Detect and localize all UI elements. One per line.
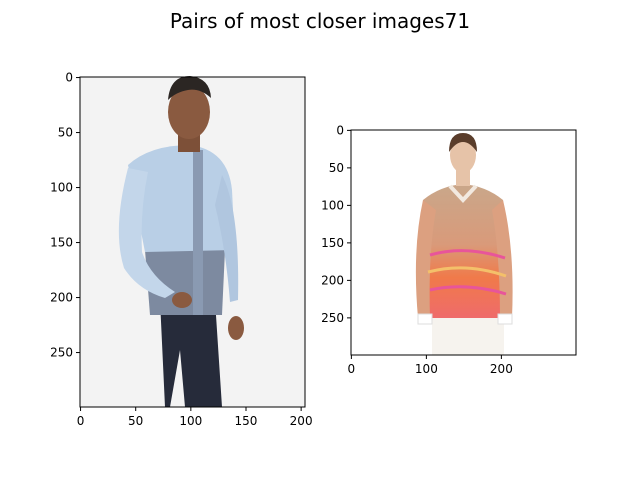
x-tick-label: 50: [128, 414, 143, 428]
x-tick-label: 0: [77, 414, 85, 428]
y-tick-label: 0: [65, 71, 73, 85]
x-tick-label: 200: [490, 362, 513, 376]
y-tick-label: 50: [329, 161, 344, 175]
y-tick-label: 250: [50, 346, 73, 360]
x-tick-label: 100: [179, 414, 202, 428]
y-tick-label: 150: [50, 236, 73, 250]
image-panel-2: 0 100 200 0 50 100 150 200 250: [321, 123, 577, 376]
y-tick-label: 150: [321, 236, 344, 250]
y-tick-label: 100: [321, 198, 344, 212]
y-tick-label: 200: [50, 291, 73, 305]
image-panel-1: 0 50 100 150 200 0 50 100 150 200 250: [50, 71, 312, 428]
y-tick-label: 200: [321, 273, 344, 287]
x-tick-label: 150: [235, 414, 258, 428]
x-tick-label: 200: [290, 414, 313, 428]
figure-title: Pairs of most closer images71: [170, 9, 470, 33]
y-tick-label: 250: [321, 311, 344, 325]
axes-1-ticks: 0 50 100 150 200 0 50 100 150 200 250: [50, 71, 312, 428]
y-tick-label: 100: [50, 181, 73, 195]
y-tick-label: 0: [336, 123, 344, 137]
axes-2-ticks: 0 100 200 0 50 100 150 200 250: [321, 123, 513, 376]
image-2-content: [415, 133, 513, 355]
y-tick-label: 50: [58, 126, 73, 140]
image-1-frame: [79, 76, 306, 408]
image-1-content: [118, 76, 244, 407]
x-tick-label: 0: [348, 362, 356, 376]
x-tick-label: 100: [415, 362, 438, 376]
